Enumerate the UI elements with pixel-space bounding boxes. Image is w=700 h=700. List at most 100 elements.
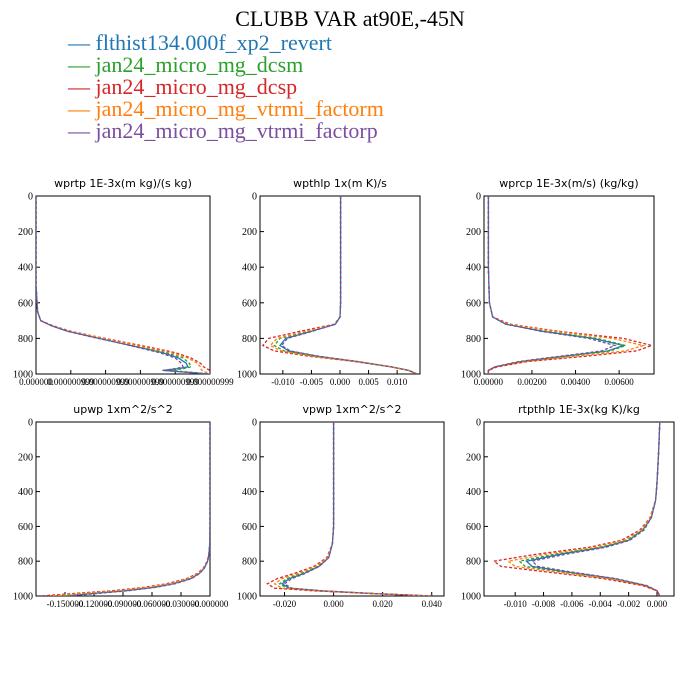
plot-frame: [35, 195, 211, 375]
y-tick-label: 1000: [461, 592, 481, 603]
y-tick-label: 200: [466, 452, 481, 463]
figure-title: CLUBB VAR at90E,-45N: [235, 6, 465, 31]
series-line-4: [273, 422, 432, 596]
x-tick-label: 0.005: [358, 377, 379, 387]
x-tick-label: 0.00600: [605, 377, 635, 387]
y-tick-label: 400: [18, 487, 33, 498]
series-line-5: [36, 196, 210, 374]
series-line-5: [280, 196, 418, 374]
y-tick-label: 1000: [461, 370, 481, 381]
panel-2: wpthlp 1x(m K)/s 0 200 400 600 800 1000 -0.010-…: [237, 177, 421, 387]
panel-title: vpwp 1xm^2/s^2: [302, 403, 401, 416]
series-line-4: [36, 196, 210, 374]
series-line-4: [50, 422, 210, 596]
y-tick-label: 1000: [13, 370, 33, 381]
plot-frame: [483, 195, 655, 375]
series-line-5: [530, 422, 661, 596]
panel-title: rtpthlp 1E-3x(kg K)/kg: [518, 403, 640, 416]
x-tick-label: 0.000: [323, 599, 344, 609]
y-tick-label: 600: [466, 298, 481, 309]
y-tick-label: 1000: [13, 592, 33, 603]
x-tick-label: 0.00400: [561, 377, 591, 387]
panel-1: wprtp 1E-3x(m kg)/(s kg) 0 200 400 600 800 100…: [13, 177, 234, 387]
x-tick-label: -0.000000: [192, 599, 229, 609]
y-tick-label: 400: [242, 263, 257, 274]
y-tick-label: 200: [18, 227, 33, 238]
legend: — flthist134.000f_xp2_revert — jan24_micr…: [68, 32, 384, 142]
series-line-1: [279, 196, 418, 374]
x-tick-label: -0.010: [504, 599, 528, 609]
panel-4: upwp 1xm^2/s^2 0 200 400 600 800 1000 -0.150000…: [13, 403, 229, 609]
x-tick-label: -0.020: [273, 599, 297, 609]
y-tick-label: 800: [242, 557, 257, 568]
series-line-2: [278, 422, 432, 596]
x-tick-label: -0.090000: [105, 599, 142, 609]
y-tick-label: 0: [476, 418, 481, 429]
legend-entry: — jan24_micro_mg_dcsm: [68, 52, 304, 77]
series-line-1: [64, 422, 210, 596]
y-tick-label: 200: [242, 452, 257, 463]
series-line-5: [487, 196, 617, 374]
series-line-3: [492, 422, 661, 596]
x-tick-label: 0.000: [647, 599, 668, 609]
x-tick-label: 0.000000999: [82, 377, 130, 387]
x-tick-label: -0.060000: [134, 599, 171, 609]
panel-title: wprtp 1E-3x(m kg)/(s kg): [54, 177, 192, 190]
y-tick-label: 600: [466, 522, 481, 533]
y-tick-label: 0: [476, 192, 481, 203]
series-line-3: [36, 196, 210, 374]
series-line-4: [487, 196, 646, 374]
x-tick-label: 0.000000999: [186, 377, 234, 387]
panel-title: wprcp 1E-3x(m/s) (kg/kg): [499, 177, 638, 190]
y-tick-label: 200: [466, 227, 481, 238]
plot-frame: [35, 421, 211, 597]
series-line-2: [60, 422, 210, 596]
series-line-2: [487, 196, 628, 374]
series-line-2: [518, 422, 661, 596]
panel-title: upwp 1xm^2/s^2: [73, 403, 173, 416]
y-tick-label: 400: [466, 487, 481, 498]
series-line-5: [69, 422, 210, 596]
series-line-3: [40, 422, 210, 596]
legend-entry: — jan24_micro_mg_dcsp: [68, 74, 298, 99]
y-tick-label: 1000: [237, 370, 257, 381]
x-tick-label: -0.004: [589, 599, 613, 609]
x-tick-label: -0.010: [271, 377, 295, 387]
x-tick-label: 0.000000999: [152, 377, 200, 387]
x-tick-label: -0.005: [300, 377, 324, 387]
x-tick-label: 0.040: [422, 599, 443, 609]
x-tick-label: -0.150000: [47, 599, 84, 609]
y-tick-label: 200: [18, 452, 33, 463]
series-line-1: [487, 196, 626, 374]
series-line-3: [487, 196, 654, 374]
plot-frame: [483, 421, 675, 597]
x-tick-label: -0.120000: [76, 599, 113, 609]
panel-6: rtpthlp 1E-3x(kg K)/kg 0 200 400 600 800 1000 -…: [461, 403, 675, 609]
x-tick-label: -0.008: [532, 599, 556, 609]
series-line-3: [266, 422, 432, 596]
x-tick-label: -0.006: [560, 599, 584, 609]
y-tick-label: 800: [242, 334, 257, 345]
x-tick-label: -0.002: [617, 599, 640, 609]
y-tick-label: 0: [28, 418, 33, 429]
series-line-2: [36, 196, 210, 374]
y-tick-label: 800: [466, 334, 481, 345]
panel-5: vpwp 1xm^2/s^2 0 200 400 600 800 1000 -0.020 0.0…: [237, 403, 445, 609]
x-tick-label: 0.00000: [474, 377, 504, 387]
y-tick-label: 0: [252, 192, 257, 203]
y-tick-label: 800: [18, 334, 33, 345]
y-tick-label: 0: [252, 418, 257, 429]
panel-3: wprcp 1E-3x(m/s) (kg/kg) 0 200 400 600 800 100…: [461, 177, 655, 387]
panel-title: wpthlp 1x(m K)/s: [293, 177, 387, 190]
x-tick-label: 0.000000: [19, 377, 53, 387]
series-line-2: [273, 196, 418, 374]
y-tick-label: 1000: [237, 592, 257, 603]
series-line-5: [283, 422, 432, 596]
y-tick-label: 600: [242, 298, 257, 309]
x-tick-label: 0.020: [373, 599, 394, 609]
legend-entry: — jan24_micro_mg_vtrmi_factorp: [68, 118, 378, 143]
y-tick-label: 600: [242, 522, 257, 533]
legend-entry: — jan24_micro_mg_vtrmi_factorm: [68, 96, 384, 121]
series-line-1: [525, 422, 661, 596]
x-tick-label: 0.000000999: [117, 377, 165, 387]
